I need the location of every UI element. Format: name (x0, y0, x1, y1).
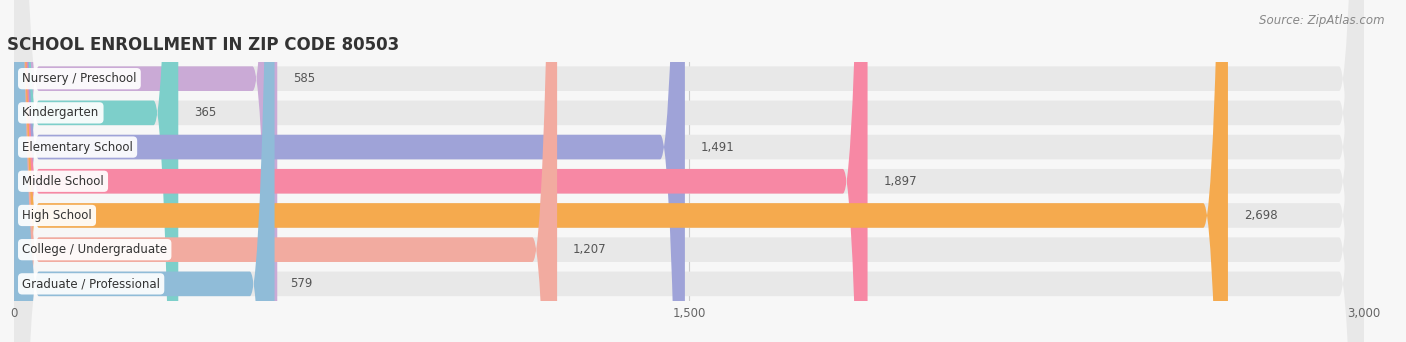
Text: College / Undergraduate: College / Undergraduate (22, 243, 167, 256)
Text: 579: 579 (290, 277, 312, 290)
FancyBboxPatch shape (14, 0, 1364, 342)
Text: 1,491: 1,491 (700, 141, 734, 154)
FancyBboxPatch shape (14, 0, 1227, 342)
Text: High School: High School (22, 209, 91, 222)
FancyBboxPatch shape (14, 0, 277, 342)
FancyBboxPatch shape (14, 0, 557, 342)
FancyBboxPatch shape (14, 0, 1364, 342)
Text: 585: 585 (292, 72, 315, 85)
Text: Source: ZipAtlas.com: Source: ZipAtlas.com (1260, 14, 1385, 27)
FancyBboxPatch shape (14, 0, 868, 342)
Text: 1,207: 1,207 (572, 243, 606, 256)
Text: Elementary School: Elementary School (22, 141, 134, 154)
FancyBboxPatch shape (14, 0, 1364, 342)
Text: Nursery / Preschool: Nursery / Preschool (22, 72, 136, 85)
FancyBboxPatch shape (14, 0, 1364, 342)
Text: 365: 365 (194, 106, 217, 119)
Text: Graduate / Professional: Graduate / Professional (22, 277, 160, 290)
Text: Kindergarten: Kindergarten (22, 106, 100, 119)
FancyBboxPatch shape (14, 0, 1364, 342)
Text: SCHOOL ENROLLMENT IN ZIP CODE 80503: SCHOOL ENROLLMENT IN ZIP CODE 80503 (7, 37, 399, 54)
Text: Middle School: Middle School (22, 175, 104, 188)
Text: 1,897: 1,897 (883, 175, 917, 188)
FancyBboxPatch shape (14, 0, 179, 342)
FancyBboxPatch shape (14, 0, 274, 342)
FancyBboxPatch shape (14, 0, 1364, 342)
FancyBboxPatch shape (14, 0, 1364, 342)
FancyBboxPatch shape (14, 0, 685, 342)
Text: 2,698: 2,698 (1244, 209, 1277, 222)
